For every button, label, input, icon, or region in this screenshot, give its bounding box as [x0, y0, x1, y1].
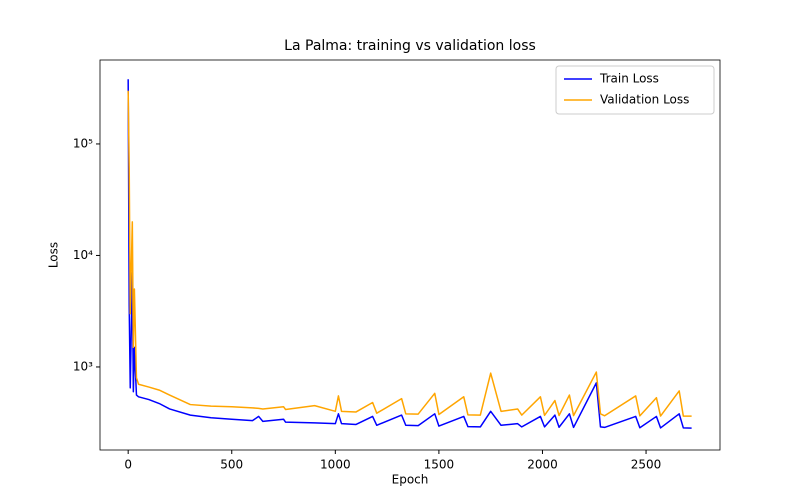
line-series — [127, 90, 692, 417]
x-tick-label: 2000 — [527, 458, 558, 472]
y-axis-label: Loss — [47, 242, 61, 268]
legend-box — [555, 65, 715, 115]
x-tick-label: 2500 — [631, 458, 662, 472]
x-tick-label: 0 — [124, 458, 132, 472]
legend-label: Validation Loss — [600, 93, 689, 107]
line-series — [127, 79, 692, 429]
chart-title: La Palma: training vs validation loss — [284, 38, 536, 54]
plot-frame — [99, 59, 721, 451]
x-tick-label: 500 — [220, 458, 243, 472]
x-tick-label: 1500 — [424, 458, 455, 472]
x-tick-label: 1000 — [320, 458, 351, 472]
y-tick-label: 10⁵ — [73, 136, 93, 150]
y-tick-label: 10³ — [73, 359, 93, 373]
legend-label: Train Loss — [599, 72, 659, 86]
y-tick-label: 10⁴ — [73, 248, 93, 262]
x-axis-label: Epoch — [392, 473, 429, 487]
